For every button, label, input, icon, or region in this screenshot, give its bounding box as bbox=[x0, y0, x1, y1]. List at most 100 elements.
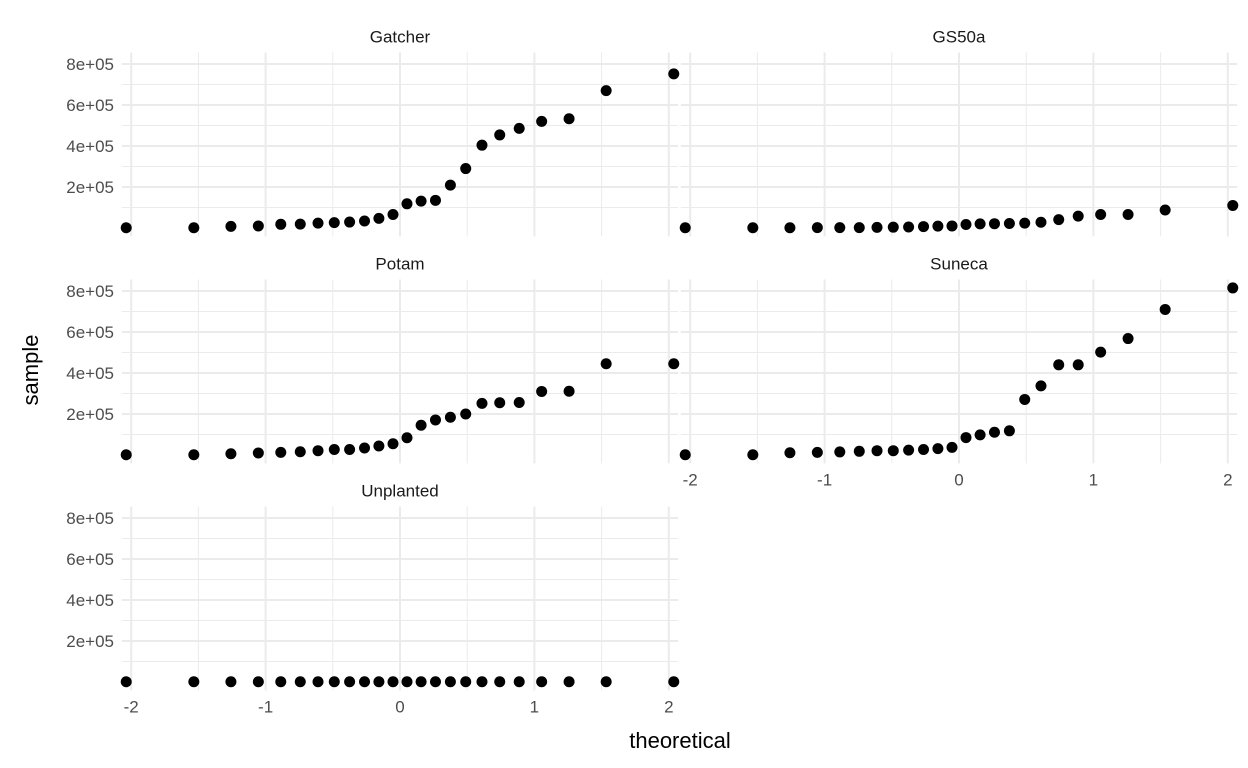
data-point bbox=[328, 676, 340, 688]
data-point bbox=[476, 139, 488, 151]
data-point bbox=[401, 198, 413, 210]
y-tick-label: 6e+05 bbox=[66, 550, 114, 569]
y-tick-label: 8e+05 bbox=[66, 509, 114, 528]
panel-suneca: -2 -1 0 1 2 Suneca bbox=[679, 255, 1239, 489]
data-point bbox=[460, 163, 472, 175]
x-tick-label: 2 bbox=[664, 697, 673, 716]
data-point bbox=[429, 414, 441, 426]
data-point bbox=[476, 397, 488, 409]
data-point bbox=[328, 217, 340, 229]
data-point bbox=[401, 676, 413, 688]
x-tick-label: 0 bbox=[395, 697, 404, 716]
y-tick-label: 8e+05 bbox=[66, 282, 114, 301]
data-point bbox=[679, 449, 691, 461]
data-point bbox=[536, 676, 548, 688]
data-point bbox=[1053, 359, 1065, 371]
data-point bbox=[225, 676, 237, 688]
data-point bbox=[252, 676, 264, 688]
data-point bbox=[415, 676, 427, 688]
data-point bbox=[563, 113, 575, 125]
data-point bbox=[1003, 425, 1015, 437]
y-tick-label: 2e+05 bbox=[66, 405, 114, 424]
data-point bbox=[275, 446, 287, 458]
data-point bbox=[871, 221, 883, 233]
data-point bbox=[887, 445, 899, 457]
data-point bbox=[668, 358, 680, 370]
data-point bbox=[834, 446, 846, 458]
panel-gs50a: GS50a bbox=[679, 28, 1239, 237]
data-point bbox=[1035, 216, 1047, 228]
data-point bbox=[429, 676, 441, 688]
data-point bbox=[1159, 204, 1171, 216]
data-point bbox=[387, 676, 399, 688]
data-point bbox=[444, 411, 456, 423]
data-point bbox=[1003, 217, 1015, 229]
facet-strip-label: Potam bbox=[375, 255, 424, 274]
data-point bbox=[1053, 214, 1065, 226]
data-point bbox=[415, 195, 427, 207]
x-tick-label: 0 bbox=[954, 470, 963, 489]
data-point bbox=[120, 676, 132, 688]
data-point bbox=[887, 221, 899, 233]
data-point bbox=[960, 432, 972, 444]
data-point bbox=[668, 676, 680, 688]
data-point bbox=[429, 194, 441, 206]
data-point bbox=[120, 222, 132, 234]
data-point bbox=[1035, 380, 1047, 392]
data-point bbox=[1072, 210, 1084, 222]
x-tick-label: -1 bbox=[817, 470, 832, 489]
y-tick-label: 4e+05 bbox=[66, 137, 114, 156]
data-point bbox=[974, 218, 986, 230]
data-point bbox=[494, 676, 506, 688]
y-tick-label: 6e+05 bbox=[66, 96, 114, 115]
x-tick-label: 2 bbox=[1223, 470, 1232, 489]
data-point bbox=[903, 444, 915, 456]
data-point bbox=[600, 676, 612, 688]
data-point bbox=[294, 446, 306, 458]
data-point bbox=[359, 442, 371, 454]
data-point bbox=[328, 443, 340, 455]
data-point bbox=[974, 429, 986, 441]
data-point bbox=[1019, 393, 1031, 405]
data-point bbox=[359, 215, 371, 227]
data-point bbox=[494, 397, 506, 409]
data-point bbox=[294, 676, 306, 688]
data-point bbox=[853, 445, 865, 457]
data-point bbox=[476, 676, 488, 688]
x-tick-label: -1 bbox=[258, 697, 273, 716]
data-point bbox=[513, 122, 525, 134]
data-point bbox=[834, 222, 846, 234]
data-point bbox=[444, 676, 456, 688]
data-point bbox=[312, 217, 324, 229]
data-point bbox=[988, 426, 1000, 438]
data-point bbox=[988, 218, 1000, 230]
y-tick-label: 8e+05 bbox=[66, 55, 114, 74]
y-axis-title: sample bbox=[18, 335, 43, 406]
data-point bbox=[294, 218, 306, 230]
facet-strip-label: GS50a bbox=[933, 28, 986, 47]
data-point bbox=[679, 222, 691, 234]
data-point bbox=[344, 443, 356, 455]
panel-gatcher: 2e+05 4e+05 6e+05 8e+05 Gatcher bbox=[66, 28, 680, 237]
x-axis-title: theoretical bbox=[629, 728, 731, 753]
y-tick-label: 2e+05 bbox=[66, 632, 114, 651]
y-tick-label: 6e+05 bbox=[66, 323, 114, 342]
data-point bbox=[1122, 208, 1134, 220]
x-tick-label: 1 bbox=[530, 697, 539, 716]
data-point bbox=[1095, 346, 1107, 358]
data-point bbox=[871, 445, 883, 457]
data-point bbox=[932, 443, 944, 455]
data-point bbox=[513, 676, 525, 688]
data-point bbox=[444, 179, 456, 191]
data-point bbox=[344, 676, 356, 688]
data-point bbox=[275, 676, 287, 688]
data-point bbox=[932, 220, 944, 232]
data-point bbox=[563, 676, 575, 688]
data-point bbox=[668, 68, 680, 80]
data-point bbox=[811, 222, 823, 234]
data-point bbox=[536, 115, 548, 127]
data-point bbox=[188, 676, 200, 688]
x-tick-label: 1 bbox=[1089, 470, 1098, 489]
data-point bbox=[401, 432, 413, 444]
